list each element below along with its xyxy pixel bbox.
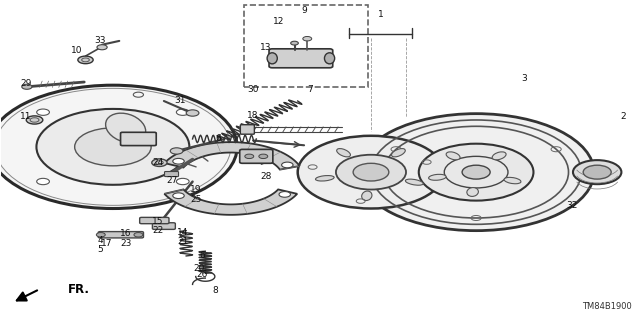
Circle shape [259,154,268,159]
Text: 7: 7 [308,85,314,94]
Text: 14: 14 [177,228,189,237]
Text: 23: 23 [120,239,131,248]
FancyBboxPatch shape [120,132,156,145]
Circle shape [36,109,189,185]
Circle shape [462,165,490,179]
Text: 15: 15 [152,217,163,226]
Ellipse shape [446,152,460,160]
Text: 16: 16 [120,229,131,238]
Circle shape [186,110,199,116]
Text: 22: 22 [152,226,163,235]
Text: 29: 29 [20,79,31,88]
Circle shape [97,233,105,237]
Circle shape [245,154,253,159]
Circle shape [75,128,151,166]
Circle shape [173,159,184,164]
Text: 6: 6 [199,251,205,260]
FancyBboxPatch shape [164,172,179,177]
Circle shape [358,114,594,231]
Circle shape [78,56,93,64]
FancyBboxPatch shape [152,223,175,229]
Circle shape [279,191,291,197]
Text: 25: 25 [190,195,202,204]
Text: FR.: FR. [68,283,90,296]
Ellipse shape [324,53,335,64]
Circle shape [22,84,32,89]
Circle shape [177,178,189,185]
Text: 26: 26 [196,271,208,279]
FancyBboxPatch shape [140,217,169,224]
Polygon shape [164,189,297,215]
Circle shape [26,116,43,124]
Text: 3: 3 [521,74,527,83]
Text: 1: 1 [378,10,383,19]
Ellipse shape [316,175,334,181]
Circle shape [419,144,534,201]
Circle shape [170,148,183,154]
Text: 11: 11 [20,112,31,121]
Ellipse shape [106,113,146,143]
Ellipse shape [429,174,446,180]
Text: 4: 4 [97,236,103,245]
Ellipse shape [392,149,405,157]
Circle shape [173,193,184,198]
Circle shape [36,178,49,185]
Circle shape [0,85,237,209]
Text: 5: 5 [97,245,103,254]
Circle shape [134,233,143,237]
Ellipse shape [337,149,351,157]
Ellipse shape [405,179,423,185]
Text: 9: 9 [301,6,307,15]
Ellipse shape [492,152,506,160]
Ellipse shape [504,177,521,184]
Polygon shape [164,142,300,170]
Text: 2: 2 [620,112,625,121]
Text: 33: 33 [95,36,106,45]
Text: 32: 32 [566,201,577,210]
FancyBboxPatch shape [269,49,333,68]
Text: 24: 24 [152,158,163,167]
Circle shape [583,165,611,179]
Circle shape [298,136,444,209]
Ellipse shape [267,53,277,64]
Circle shape [303,36,312,41]
Text: 6: 6 [215,134,221,144]
FancyBboxPatch shape [99,232,143,238]
Bar [244,4,368,87]
Text: 10: 10 [71,46,83,55]
Text: 28: 28 [260,172,271,182]
Text: 30: 30 [247,85,259,94]
FancyBboxPatch shape [240,149,273,163]
Text: 20: 20 [193,264,205,273]
Text: 12: 12 [273,18,284,26]
Circle shape [152,159,167,167]
Text: 31: 31 [174,97,186,106]
Text: 13: 13 [260,43,271,52]
Circle shape [282,162,293,168]
Text: TM84B1900: TM84B1900 [582,302,632,311]
Circle shape [36,109,49,115]
Text: 21: 21 [177,237,189,246]
Text: 19: 19 [190,185,202,194]
FancyBboxPatch shape [241,125,254,134]
Text: 8: 8 [212,286,218,295]
Text: 17: 17 [100,239,112,248]
Circle shape [291,41,298,45]
Circle shape [353,163,389,181]
Ellipse shape [467,188,478,197]
Text: 18: 18 [247,111,259,120]
Circle shape [97,45,107,50]
Text: 27: 27 [166,175,178,185]
Circle shape [177,109,189,115]
Circle shape [573,160,621,184]
Circle shape [336,155,406,189]
Ellipse shape [362,191,372,201]
